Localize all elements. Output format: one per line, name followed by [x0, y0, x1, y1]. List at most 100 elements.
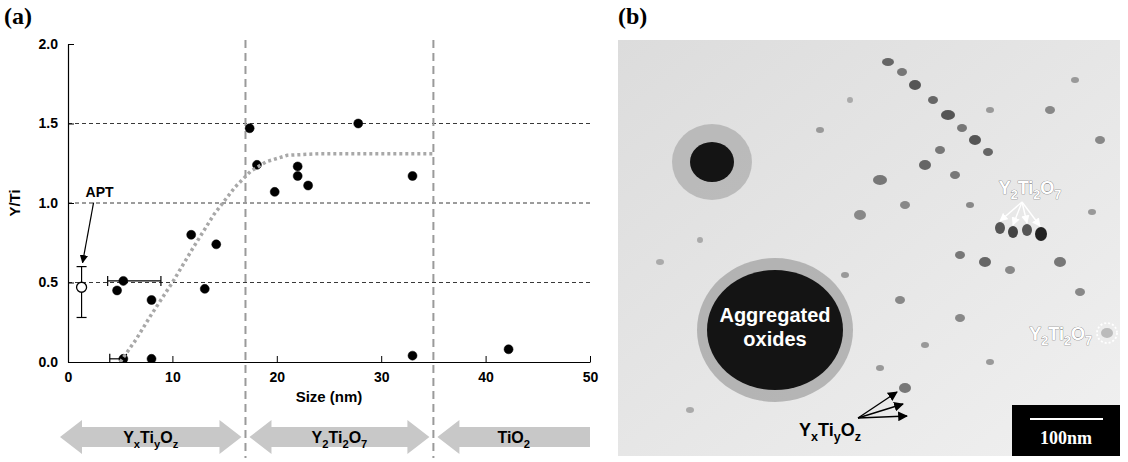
particle [656, 259, 664, 265]
particle [897, 68, 907, 76]
x-tick: 0 [65, 356, 73, 385]
y-tick-mark [68, 203, 74, 204]
grid-line [68, 123, 590, 124]
text-run: 2 [524, 438, 530, 450]
x-tick-mark [277, 356, 278, 362]
micrograph-label: Y2Ti2O7 [1029, 324, 1092, 348]
data-point [113, 286, 122, 295]
data-point [187, 230, 196, 239]
regions: YxTiyOzY2Ti2O7TiO2 [60, 40, 590, 458]
pointer-arrow [1013, 202, 1022, 225]
particle [919, 160, 931, 170]
marks [77, 119, 513, 362]
text-run: x [811, 430, 818, 444]
text-run: Y [123, 429, 134, 446]
figure: (a)YxTiyOzY2Ti2O7TiO20.00.51.01.52.00102… [0, 0, 1128, 462]
x-axis-title: Size (nm) [296, 388, 363, 405]
particle [1095, 136, 1105, 144]
particle [1045, 106, 1055, 114]
micrograph-features [656, 58, 1113, 413]
region-label: Y2Ti2O7 [312, 429, 368, 450]
pointer-arrow [858, 416, 907, 418]
particle [950, 171, 960, 179]
error-cap [77, 317, 87, 318]
x-tick-label: 0 [65, 369, 73, 385]
aggregated-particle [707, 270, 843, 390]
x-tick-mark [486, 356, 487, 362]
error-cap [107, 276, 108, 286]
particle [955, 314, 965, 322]
particle [928, 96, 938, 104]
x-axis: 01020304050 [65, 356, 599, 385]
text-run: O [160, 429, 172, 446]
particle [873, 175, 887, 185]
particle [955, 251, 965, 259]
annotation: APT [86, 184, 114, 200]
y-tick-label: 0.5 [39, 274, 59, 290]
scale-bar: 100nm [1012, 405, 1120, 456]
y-tick-label: 1.0 [39, 195, 59, 211]
panel-label: (b) [618, 3, 647, 29]
micrograph-label: Y2Ti2O7 [999, 178, 1062, 202]
pointer-arrow [1022, 202, 1040, 226]
particle [979, 257, 991, 267]
particle [957, 124, 967, 132]
text-run: Y [799, 420, 811, 440]
x-tick-label: 30 [374, 369, 390, 385]
text-run: Ti [328, 429, 342, 446]
y-tick-label: 0.0 [39, 354, 59, 370]
particle [935, 146, 945, 154]
panel-b: (b)AggregatedoxidesY2Ti2O7Y2Ti2O7YxTiyOz… [618, 3, 1120, 456]
x-tick: 30 [374, 356, 390, 385]
y-tick: 1.0 [39, 195, 74, 211]
particle [921, 342, 929, 348]
data-point [504, 345, 513, 354]
particle [995, 222, 1005, 234]
y-tick: 0.0 [39, 354, 74, 370]
y-tick-label: 1.5 [39, 115, 59, 131]
text-run: TiO [497, 429, 523, 446]
text-run: Ti [818, 420, 834, 440]
particle [686, 407, 694, 413]
error-line [108, 280, 161, 281]
text-run: 7 [1085, 334, 1092, 348]
x-tick: 40 [478, 356, 494, 385]
y-tick-label: 2.0 [39, 36, 59, 52]
particle [899, 383, 911, 393]
region-label: TiO2 [497, 429, 530, 450]
particle [941, 110, 955, 120]
particle [1035, 227, 1047, 241]
data-point [77, 282, 87, 292]
data-point [200, 284, 209, 293]
particle [900, 201, 910, 209]
data-point [293, 171, 302, 180]
particle [882, 58, 894, 66]
grid-line [68, 203, 590, 204]
text-run: O [841, 420, 855, 440]
particle [986, 359, 994, 365]
y-tick-mark [68, 124, 74, 125]
x-tick-mark [590, 356, 591, 362]
particle-halo [672, 124, 752, 200]
text-run: 2 [1064, 334, 1071, 348]
particle [847, 97, 853, 103]
panel-a: (a)YxTiyOzY2Ti2O7TiO20.00.51.01.52.00102… [4, 3, 598, 458]
large-particle [690, 142, 734, 182]
text-run: 2 [1033, 188, 1040, 202]
x-tick: 20 [270, 356, 286, 385]
trend-line [120, 154, 433, 362]
text-line: oxides [743, 328, 806, 350]
data-point [212, 240, 221, 249]
scale-bar-box [1012, 405, 1120, 456]
particle [895, 296, 905, 304]
x-error-bar [108, 276, 161, 286]
x-tick-mark [68, 356, 69, 362]
particle [1054, 257, 1066, 267]
region-boundary [432, 40, 434, 458]
y-tick: 0.5 [39, 274, 74, 290]
dotted-circle [1097, 323, 1117, 343]
text-run: Y [312, 429, 323, 446]
data-point [354, 119, 363, 128]
data-point [147, 295, 156, 304]
data-point [408, 171, 417, 180]
